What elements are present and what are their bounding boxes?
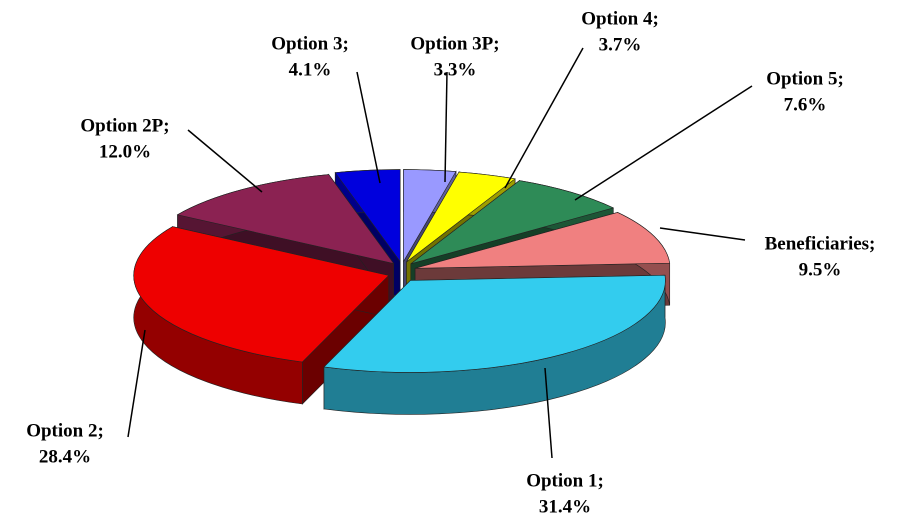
leader-line <box>444 71 448 183</box>
value-label: 9.5% <box>799 259 842 280</box>
slice-label: Option 5; <box>766 68 844 89</box>
value-label: 3.7% <box>599 34 642 55</box>
slice <box>323 274 666 415</box>
slice <box>334 169 401 263</box>
value-label: 12.0% <box>99 141 151 162</box>
leader-line <box>544 367 553 459</box>
leader-line <box>659 227 746 241</box>
slice <box>133 226 390 363</box>
slice-label: Option 3; <box>271 33 349 54</box>
slice <box>415 212 671 269</box>
slice <box>176 174 395 265</box>
leader-line <box>574 85 753 201</box>
value-label: 7.6% <box>784 94 827 115</box>
slice-label: Option 2P; <box>80 115 169 136</box>
slice <box>323 274 666 373</box>
slice <box>410 180 615 265</box>
leader-line <box>187 129 263 193</box>
slice <box>406 171 516 263</box>
value-label: 3.3% <box>434 59 477 80</box>
value-label: 4.1% <box>289 59 332 80</box>
leader-line <box>127 329 146 438</box>
value-label: 28.4% <box>39 446 91 467</box>
slice-label: Option 1; <box>526 470 604 491</box>
slice-label: Option 3P; <box>410 33 499 54</box>
leader-line <box>504 47 584 189</box>
slice <box>403 169 457 263</box>
leader-line <box>356 71 381 184</box>
slice-label: Beneficiaries; <box>765 233 876 254</box>
value-label: 31.4% <box>539 496 591 517</box>
slice-label: Option 4; <box>581 8 659 29</box>
slice-label: Option 2; <box>26 420 104 441</box>
